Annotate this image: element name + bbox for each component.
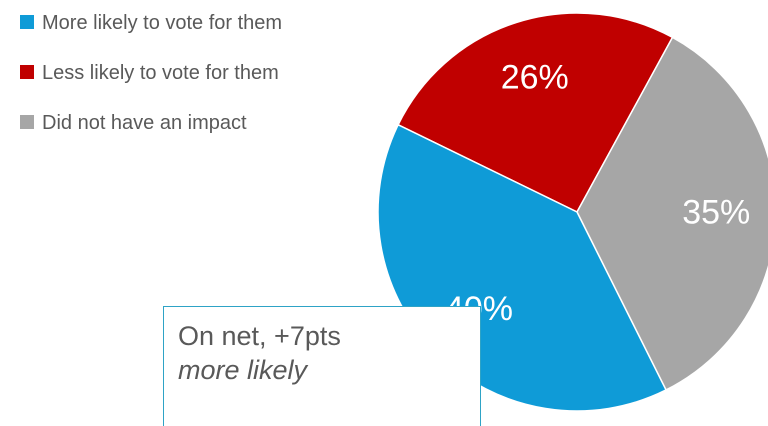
callout-line-1: On net, +7pts (178, 321, 341, 351)
legend-label: Did not have an impact (42, 112, 247, 134)
legend-swatch-no-impact (20, 115, 34, 129)
legend-label: More likely to vote for them (42, 12, 283, 34)
callout-line-2: more likely (178, 355, 308, 385)
legend-item-no-impact: Did not have an impact (20, 108, 320, 138)
legend-item-less-likely: Less likely to vote for them (20, 58, 320, 88)
legend-label: Less likely to vote for them (42, 62, 279, 84)
legend: More likely to vote for them Less likely… (20, 8, 320, 158)
net-callout: On net, +7pts more likely (163, 306, 481, 426)
pie-label-1: 35% (682, 194, 750, 232)
pie-slice-1 (576, 36, 768, 391)
legend-swatch-less-likely (20, 65, 34, 79)
legend-item-more-likely: More likely to vote for them (20, 8, 320, 38)
legend-swatch-more-likely (20, 15, 34, 29)
pie-label-0: 26% (501, 58, 569, 96)
